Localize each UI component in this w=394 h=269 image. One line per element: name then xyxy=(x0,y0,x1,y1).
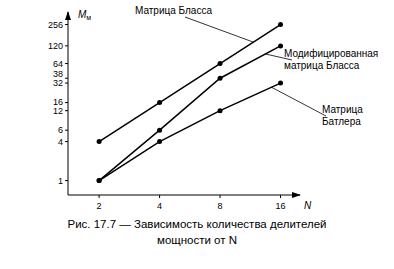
x-tick xyxy=(280,195,281,198)
plot-area xyxy=(97,22,283,183)
x-tick-label: 4 xyxy=(157,201,162,211)
y-tick-label: 6 xyxy=(58,125,63,135)
y-tick xyxy=(65,110,68,111)
series-marker xyxy=(97,139,102,144)
y-tick xyxy=(65,130,68,131)
series-marker xyxy=(157,128,162,133)
y-tick-label: 64 xyxy=(53,59,63,69)
series-line xyxy=(99,46,280,181)
series-marker xyxy=(157,100,162,105)
y-tick-label: 12 xyxy=(53,106,63,116)
y-tick-label: 120 xyxy=(48,41,63,51)
y-axis-label: Mм xyxy=(78,9,91,21)
x-axis-label: N xyxy=(304,200,312,211)
series-marker xyxy=(278,22,283,27)
series-label-line: Матрица Бласса xyxy=(135,5,212,16)
y-tick xyxy=(65,102,68,103)
chart: 146121632386412025624816NMмМатрица Бласс… xyxy=(0,0,394,269)
series-label-line: Матрица xyxy=(322,104,363,115)
series-line xyxy=(99,83,280,181)
title: Рис. 17.7 — Зависимость количества делит… xyxy=(67,218,326,246)
y-tick xyxy=(65,141,68,142)
series-marker xyxy=(218,61,223,66)
y-tick-label: 256 xyxy=(48,20,63,30)
x-tick-label: 8 xyxy=(218,201,223,211)
y-tick-label: 16 xyxy=(53,97,63,107)
y-axis-label-sub: м xyxy=(86,14,91,21)
y-axis-arrow xyxy=(65,11,71,20)
series-marker xyxy=(278,81,283,86)
series-marker xyxy=(157,139,162,144)
y-tick-label: 38 xyxy=(53,69,63,79)
series-label: Матрица Бласса xyxy=(135,5,212,16)
y-axis xyxy=(68,12,69,195)
y-tick xyxy=(65,180,68,181)
x-tick xyxy=(99,195,100,198)
x-tick xyxy=(220,195,221,198)
x-tick-label: 2 xyxy=(97,201,102,211)
y-tick-label: 1 xyxy=(58,176,63,186)
title-line: Рис. 17.7 — Зависимость количества делит… xyxy=(67,218,326,230)
x-tick-label: 16 xyxy=(276,201,286,211)
series-marker xyxy=(218,76,223,81)
series-marker xyxy=(218,108,223,113)
y-tick-label: 4 xyxy=(58,137,63,147)
x-axis xyxy=(68,195,300,196)
leader-line xyxy=(271,87,326,116)
x-tick xyxy=(159,195,160,198)
title-line: мощности от N xyxy=(157,234,237,246)
series-label: МатрицаБатлера xyxy=(322,104,363,127)
leader-line xyxy=(185,17,253,42)
series-label-line: матрица Бласса xyxy=(284,60,360,71)
series-marker xyxy=(97,178,102,183)
y-tick xyxy=(65,45,68,46)
series-label-line: Батлера xyxy=(322,116,361,127)
series-label: Модифицированнаяматрица Бласса xyxy=(284,48,378,71)
y-tick xyxy=(65,63,68,64)
series-label-line: Модифицированная xyxy=(284,48,378,59)
y-tick xyxy=(65,24,68,25)
series-marker xyxy=(278,43,283,48)
y-tick xyxy=(65,83,68,84)
y-tick xyxy=(65,78,68,79)
y-tick-label: 32 xyxy=(53,78,63,88)
series-marker xyxy=(97,178,102,183)
x-axis-arrow xyxy=(292,192,301,198)
